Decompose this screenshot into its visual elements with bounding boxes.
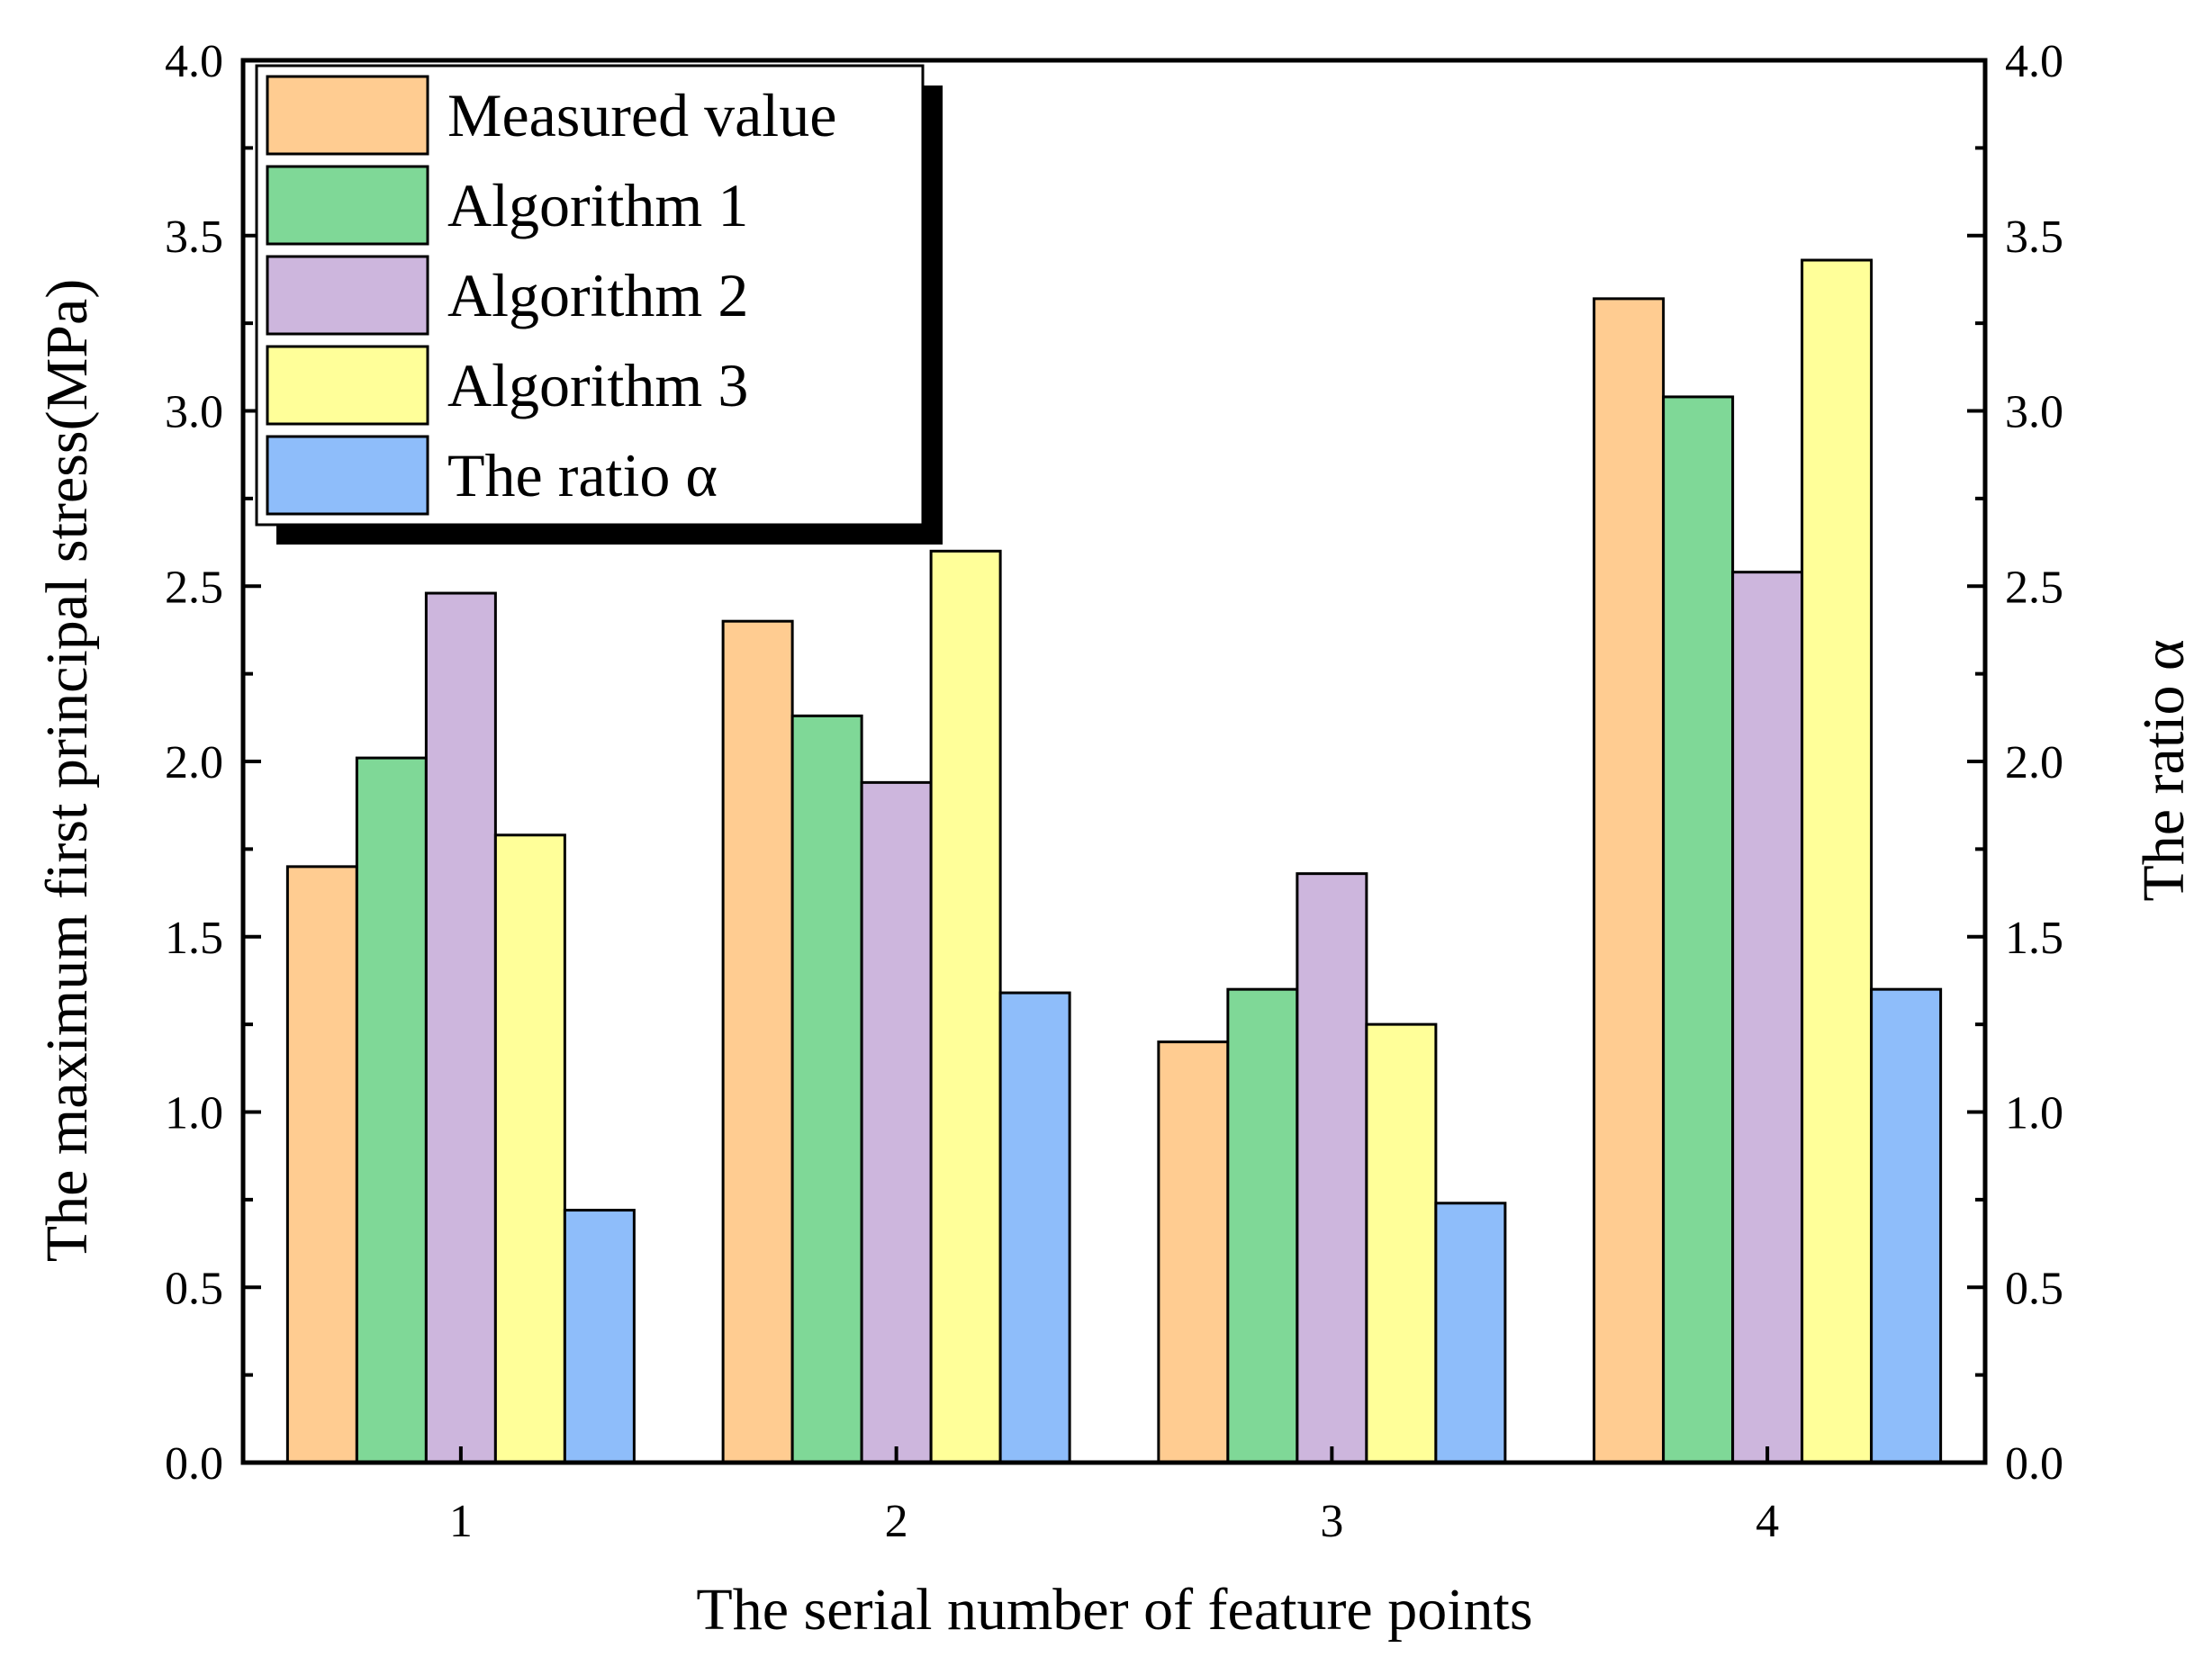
y2-tick-label: 1.5	[2005, 913, 2063, 964]
y2-axis-title: The ratio α	[2131, 639, 2197, 901]
bar-the-ratio--4	[1870, 987, 1943, 1464]
bar-the-ratio--3	[1434, 1202, 1507, 1464]
bar-measured-value-2	[721, 619, 794, 1464]
y2-tick-label: 3.5	[2005, 212, 2063, 263]
y-tick-label: 4.0	[165, 36, 223, 87]
bar-algorithm-1-4	[1662, 395, 1735, 1464]
y-axis-title: The maximum first principal stress(MPa)	[34, 279, 100, 1262]
legend-label-the-ratio-: The ratio α	[447, 441, 718, 509]
y2-tick-label: 0.5	[2005, 1263, 2063, 1314]
legend: Measured value Algorithm 1 Algorithm 2 Algo…	[255, 64, 943, 545]
bar-algorithm-3-4	[1801, 258, 1873, 1464]
x-tick-label-1: 1	[449, 1496, 473, 1547]
axes-layer: 0.0 0.0 0.5 0.5 1.0 1.0 1.5 1.5 2.0 2.0 2.5 2.5 3.0 3…	[165, 36, 2063, 1547]
y2-tick-label: 1.0	[2005, 1088, 2063, 1139]
bar-algorithm-2-3	[1296, 872, 1368, 1464]
bar-the-ratio--1	[563, 1209, 636, 1464]
y-tick-label: 2.5	[165, 562, 223, 613]
y-tick-label: 2.0	[165, 737, 223, 788]
legend-swatch-algorithm-2	[266, 255, 429, 336]
bar-algorithm-3-1	[493, 833, 566, 1464]
x-tick-label-4: 4	[1756, 1496, 1779, 1547]
bar-algorithm-2-4	[1731, 571, 1804, 1464]
y2-tick-label: 2.0	[2005, 737, 2063, 788]
bar-the-ratio--2	[998, 991, 1071, 1464]
y2-tick-label: 0.0	[2005, 1438, 2063, 1490]
bar-measured-value-3	[1157, 1040, 1230, 1464]
legend-swatch-algorithm-3	[266, 345, 429, 426]
y-tick-label: 1.5	[165, 913, 223, 964]
bar-measured-value-1	[285, 865, 358, 1464]
y-tick-label: 0.5	[165, 1263, 223, 1314]
bar-algorithm-1-2	[790, 714, 863, 1464]
legend-label-algorithm-2: Algorithm 2	[447, 261, 748, 329]
x-tick-label-2: 2	[885, 1496, 908, 1547]
y-tick-label: 0.0	[165, 1438, 223, 1490]
bar-measured-value-4	[1593, 297, 1666, 1464]
x-tick-label-3: 3	[1320, 1496, 1343, 1547]
y-tick-label: 3.0	[165, 387, 223, 438]
legend-label-algorithm-3: Algorithm 3	[447, 351, 748, 419]
y2-tick-label: 3.0	[2005, 387, 2063, 438]
legend-label-measured-value: Measured value	[447, 81, 836, 149]
legend-swatch-algorithm-1	[266, 165, 429, 246]
y-tick-label: 3.5	[165, 212, 223, 263]
legend-swatch-measured-value	[266, 75, 429, 156]
x-axis-title: The serial number of feature points	[696, 1577, 1532, 1643]
y2-tick-label: 2.5	[2005, 562, 2063, 613]
bar-algorithm-3-3	[1365, 1022, 1438, 1464]
y2-tick-label: 4.0	[2005, 36, 2063, 87]
y-tick-label: 1.0	[165, 1088, 223, 1139]
bar-algorithm-1-1	[355, 756, 428, 1464]
legend-label-algorithm-1: Algorithm 1	[447, 171, 748, 239]
bars-layer	[285, 258, 1943, 1464]
bar-algorithm-2-2	[860, 780, 933, 1464]
legend-swatch-the-ratio-	[266, 435, 429, 516]
bar-algorithm-3-2	[929, 549, 1002, 1464]
bar-algorithm-1-3	[1226, 987, 1299, 1464]
bar-algorithm-2-1	[424, 591, 497, 1464]
